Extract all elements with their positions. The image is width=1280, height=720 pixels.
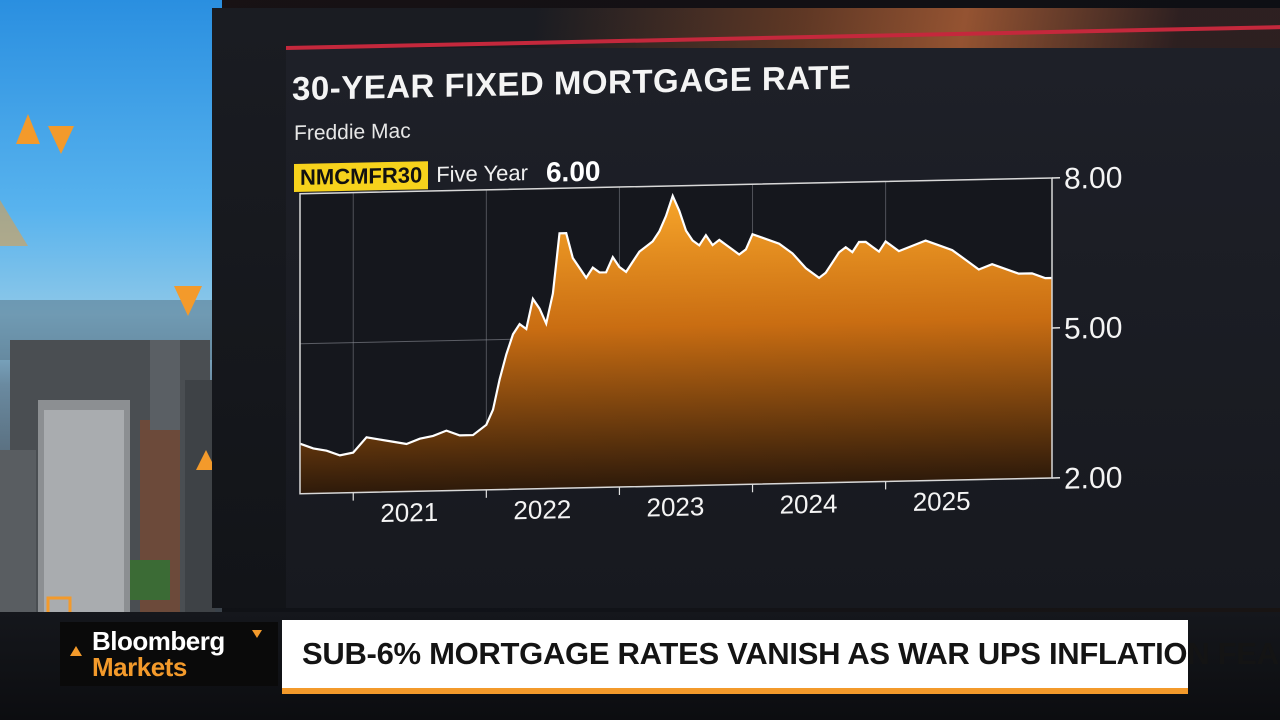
brand-section: Markets (92, 652, 187, 682)
logo-triangle-icon (70, 646, 82, 656)
rate-area (300, 195, 1052, 494)
y-tick-label: 2.00 (1064, 461, 1122, 495)
brand-name: Bloomberg (92, 626, 225, 656)
x-tick-label: 2022 (513, 494, 571, 525)
x-tick-label: 2021 (380, 497, 438, 528)
rate-line (299, 192, 1052, 457)
logo-triangle-down-icon (252, 630, 262, 638)
x-tick-label: 2025 (913, 486, 971, 517)
y-tick-label: 5.00 (1064, 311, 1122, 345)
x-tick-label: 2024 (780, 488, 838, 519)
x-tick-label: 2023 (647, 491, 705, 522)
headline-accent-strip (282, 688, 1188, 694)
headline-banner: SUB-6% MORTGAGE RATES VANISH AS WAR UPS … (282, 620, 1280, 688)
headline-text: SUB-6% MORTGAGE RATES VANISH AS WAR UPS … (302, 636, 1280, 671)
bloomberg-markets-logo (60, 622, 278, 686)
y-tick-label: 8.00 (1064, 161, 1122, 195)
